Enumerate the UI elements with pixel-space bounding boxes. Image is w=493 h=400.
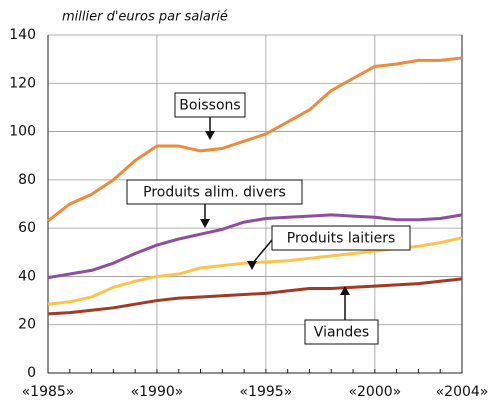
y-tick-label: 100 — [9, 124, 36, 140]
legend-label: Produits laitiers — [287, 231, 396, 247]
axis-frame — [47, 35, 463, 374]
y-tick-label: 140 — [9, 27, 36, 43]
arrow-head — [200, 219, 210, 228]
label-box — [174, 92, 246, 118]
y-tick-label: 0 — [27, 365, 36, 381]
y-tick-label: 40 — [18, 268, 36, 284]
arrow-head — [340, 286, 350, 295]
legend-label: Boissons — [179, 98, 240, 114]
label-box — [304, 319, 379, 345]
y-tick-label: 120 — [9, 75, 36, 91]
label-box — [126, 179, 303, 205]
series-line — [47, 277, 463, 316]
arrow-head — [247, 261, 257, 270]
arrow-head — [205, 131, 215, 140]
y-tick-label: 60 — [18, 220, 36, 236]
x-tick-label: «2004» — [436, 384, 489, 400]
series-line — [47, 56, 463, 223]
x-tick-label: «1990» — [131, 384, 184, 400]
legend-label: Viandes — [314, 325, 369, 341]
x-tick-label: «1985» — [22, 384, 75, 400]
legend-label: Produits alim. divers — [143, 185, 286, 201]
y-tick-label: 20 — [18, 317, 36, 333]
label-box — [271, 225, 411, 251]
x-tick-label: «1995» — [240, 384, 293, 400]
x-tick-label: «2000» — [348, 384, 401, 400]
series-line — [47, 213, 463, 280]
y-tick-label: 80 — [18, 172, 36, 188]
y-axis-label: millier d'euros par salarié — [62, 10, 228, 25]
annotation-arrow — [251, 239, 273, 265]
